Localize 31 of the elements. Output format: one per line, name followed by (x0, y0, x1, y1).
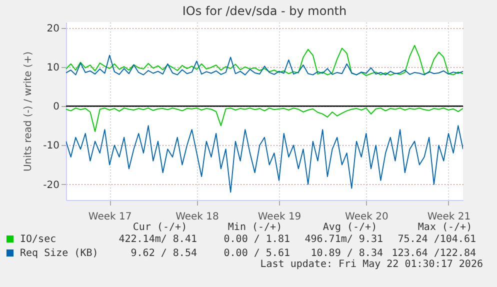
text: Min (-/+) (228, 222, 282, 233)
text: 10.89 / 8.34 (310, 248, 383, 259)
y-tick-label: 10 (46, 62, 60, 74)
x-tick-label: Week 18 (176, 212, 219, 222)
text: Cur (-/+) (132, 222, 188, 233)
legend-label: Req Size (KB) (20, 248, 98, 259)
x-tick-label: Week 19 (258, 212, 302, 222)
text: 75.24 /104.61 (398, 234, 476, 245)
y-tick-label: 20 (46, 23, 60, 34)
x-tick-label: Week 20 (345, 212, 388, 222)
line-series (66, 125, 463, 193)
y-tick-label: -20 (43, 180, 60, 191)
x-tick-label: Week 17 (88, 212, 132, 222)
text: 496.71m/ 9.31 (304, 234, 383, 245)
chart-title: IOs for /dev/sda - by month (182, 4, 347, 18)
x-tick-label: Week 21 (427, 212, 471, 222)
y-axis-title: Units read (-) / write (+) (23, 51, 34, 172)
text: 0.00 / 1.81 (224, 234, 290, 245)
y-tick-label: -10 (43, 140, 60, 152)
legend-label: IO/sec (20, 234, 56, 245)
text: 123.64 /122.84 (392, 248, 476, 259)
text: 422.14m/ 8.41 (118, 234, 197, 245)
text: 9.62 / 8.54 (130, 248, 197, 259)
text: 0.00 / 5.61 (224, 248, 290, 259)
line-series (66, 54, 463, 76)
line-series (66, 108, 463, 132)
text: Last update: Fri May 22 01:30:17 2026 (260, 259, 483, 270)
text: Max (-/+) (418, 222, 472, 233)
text: Avg (-/+) (322, 222, 378, 233)
line-series (66, 44, 463, 76)
y-tick-label: 0 (53, 102, 60, 113)
